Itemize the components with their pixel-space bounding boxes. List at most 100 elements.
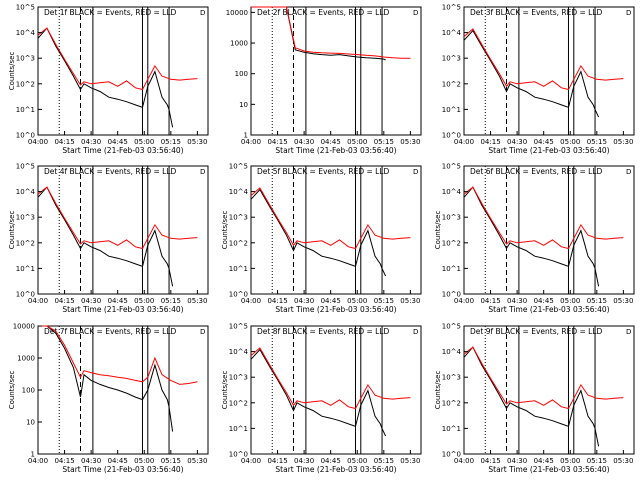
x-tick-label: 04:45 <box>321 457 341 465</box>
y-tick-label: 10^4 <box>442 188 462 196</box>
y-tick-label: 10^3 <box>442 55 461 63</box>
y-axis-label: Counts/sec <box>8 211 16 250</box>
x-tick-label: 05:30 <box>400 297 420 305</box>
plot-frame <box>463 325 635 455</box>
y-tick-label: 10^0 <box>229 291 248 299</box>
corner-label: D <box>626 328 631 336</box>
y-tick-label: 1 <box>244 132 248 140</box>
y-tick-label: 10^4 <box>442 29 462 37</box>
lld-series-line <box>463 28 624 91</box>
x-axis-label: Start Time (21-Feb-03 03:56:40) <box>62 146 183 155</box>
x-tick-label: 04:45 <box>534 457 554 465</box>
x-tick-label: 05:00 <box>134 138 154 146</box>
x-tick-label: 05:15 <box>587 297 607 305</box>
lld-series-line <box>250 347 411 410</box>
detector-chart: Det 4f BLACK = Events, RED = LLD D 04:00 04… <box>8 163 209 314</box>
y-tick-label: 10^1 <box>442 265 461 273</box>
x-tick-label: 05:15 <box>587 457 607 465</box>
x-axis-label: Start Time (21-Feb-03 03:56:40) <box>488 305 609 314</box>
chart-title: Det 8f BLACK = Events, RED = LLD <box>257 327 390 336</box>
events-series-line <box>37 27 174 128</box>
y-tick-label: 10^3 <box>16 55 35 63</box>
x-axis-label: Start Time (21-Feb-03 03:56:40) <box>488 146 609 155</box>
detector-panel: Det 8f BLACK = Events, RED = LLD D 04:00 04… <box>213 323 425 484</box>
y-axis-label: Counts/sec <box>434 211 442 250</box>
y-tick-label: 10 <box>239 101 248 109</box>
x-tick-label: 04:15 <box>480 457 500 465</box>
detector-panel: Det 2f BLACK = Events, RED = LLD D 04:00 04… <box>213 6 425 165</box>
y-tick-label: 10^0 <box>442 451 461 459</box>
detector-chart: Det 5f BLACK = Events, RED = LLD D 04:00 04… <box>221 163 422 314</box>
x-tick-label: 04:15 <box>54 457 74 465</box>
y-axis-label: Counts/sec <box>8 371 16 410</box>
x-tick-label: 05:30 <box>187 457 207 465</box>
y-tick-label: 1000 <box>17 355 35 363</box>
x-tick-label: 04:30 <box>294 457 314 465</box>
detector-panel: Det 3f BLACK = Events, RED = LLD D 04:00 04… <box>426 4 638 165</box>
chart-title: Det 4f BLACK = Events, RED = LLD <box>44 167 177 176</box>
x-tick-label: 04:45 <box>108 297 128 305</box>
x-tick-label: 04:00 <box>28 297 48 305</box>
x-tick-label: 04:45 <box>534 138 554 146</box>
y-axis-label: Counts/sec <box>434 371 442 410</box>
plot-frame <box>463 6 635 136</box>
x-tick-label: 05:15 <box>161 457 181 465</box>
corner-label: D <box>413 9 418 17</box>
x-tick-label: 04:00 <box>241 138 261 146</box>
x-tick-label: 04:45 <box>321 297 341 305</box>
plot-frame <box>250 6 422 136</box>
x-tick-label: 04:00 <box>454 138 474 146</box>
x-tick-label: 04:00 <box>28 457 48 465</box>
lld-series-line <box>251 6 411 59</box>
y-tick-label: 10^0 <box>442 291 461 299</box>
x-tick-label: 04:30 <box>294 138 314 146</box>
events-series-line <box>463 29 600 118</box>
y-tick-label: 10^4 <box>442 348 462 356</box>
corner-label: D <box>413 328 418 336</box>
detector-chart: Det 9f BLACK = Events, RED = LLD D 04:00 04… <box>434 323 635 474</box>
x-tick-label: 05:00 <box>347 457 367 465</box>
x-axis-label: Start Time (21-Feb-03 03:56:40) <box>275 305 396 314</box>
y-axis-label: Counts/sec <box>221 211 229 250</box>
x-tick-label: 05:00 <box>560 297 580 305</box>
detector-panel: Det 6f BLACK = Events, RED = LLD D 04:00 04… <box>426 163 638 324</box>
x-tick-label: 05:30 <box>613 457 633 465</box>
y-tick-label: 10^5 <box>442 323 461 331</box>
x-tick-label: 05:15 <box>374 138 394 146</box>
x-tick-label: 04:15 <box>480 138 500 146</box>
y-tick-label: 10^2 <box>442 80 461 88</box>
y-tick-label: 10^5 <box>442 4 461 12</box>
y-tick-label: 100 <box>22 387 35 395</box>
detector-panel: Det 4f BLACK = Events, RED = LLD D 04:00 04… <box>0 163 212 324</box>
lld-series-line <box>38 325 198 385</box>
detector-panel: Det 7f BLACK = Events, RED = LLD D 04:00 04… <box>0 323 212 484</box>
plot-frame <box>37 165 209 295</box>
x-tick-label: 05:00 <box>347 138 367 146</box>
corner-label: D <box>200 9 205 17</box>
corner-label: D <box>200 168 205 176</box>
plot-frame <box>250 325 422 455</box>
y-tick-label: 10^5 <box>229 163 248 171</box>
y-tick-label: 10^5 <box>229 323 248 331</box>
events-series-line <box>250 348 387 437</box>
y-tick-label: 10^2 <box>229 399 248 407</box>
y-tick-label: 10^1 <box>16 265 35 273</box>
x-tick-label: 04:30 <box>294 297 314 305</box>
x-tick-label: 04:45 <box>534 297 554 305</box>
detector-chart: Det 2f BLACK = Events, RED = LLD D 04:00 04… <box>226 6 422 155</box>
y-tick-label: 10^0 <box>229 451 248 459</box>
x-axis-label: Start Time (21-Feb-03 03:56:40) <box>488 465 609 474</box>
y-tick-label: 10^2 <box>16 239 35 247</box>
x-tick-label: 04:30 <box>507 297 527 305</box>
x-tick-label: 04:30 <box>81 138 101 146</box>
detector-panel: Det 9f BLACK = Events, RED = LLD D 04:00 04… <box>426 323 638 484</box>
corner-label: D <box>413 168 418 176</box>
chart-title: Det 5f BLACK = Events, RED = LLD <box>257 167 390 176</box>
x-tick-label: 04:30 <box>81 457 101 465</box>
x-tick-label: 04:45 <box>108 138 128 146</box>
y-tick-label: 10^1 <box>229 425 248 433</box>
detector-chart: Det 7f BLACK = Events, RED = LLD D 04:00 04… <box>8 323 209 474</box>
corner-label: D <box>626 168 631 176</box>
detector-panel: Det 5f BLACK = Events, RED = LLD D 04:00 04… <box>213 163 425 324</box>
